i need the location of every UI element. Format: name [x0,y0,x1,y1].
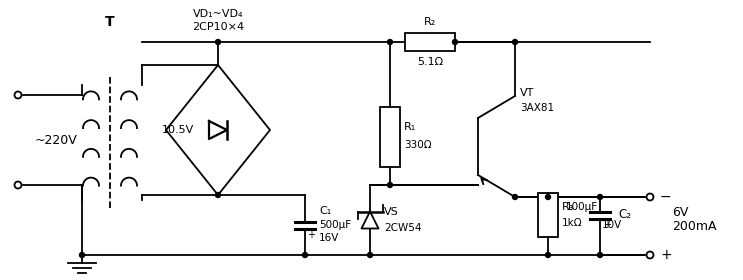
Circle shape [15,181,22,188]
Text: 6V: 6V [672,206,688,218]
Text: R₂: R₂ [424,17,436,27]
Circle shape [80,253,85,258]
Text: 500μF: 500μF [319,220,351,230]
Text: −: − [660,190,672,204]
Circle shape [646,193,654,200]
Text: ~220V: ~220V [35,134,78,146]
Circle shape [597,195,603,199]
Circle shape [388,183,392,188]
Circle shape [302,253,308,258]
Text: VD₁~VD₄: VD₁~VD₄ [192,9,243,19]
Text: 5.1Ω: 5.1Ω [417,57,443,67]
Text: 200mA: 200mA [672,221,716,234]
Text: 10.5V: 10.5V [162,125,194,135]
Text: 3AX81: 3AX81 [520,103,554,113]
Circle shape [388,39,392,45]
Circle shape [452,39,458,45]
Text: T: T [106,15,115,29]
Text: 100μF: 100μF [566,202,598,212]
Bar [538,193,558,237]
Text: VT: VT [520,88,534,98]
Bar [380,106,400,167]
Text: +: + [603,220,611,230]
Circle shape [513,195,518,199]
Circle shape [215,39,221,45]
Text: C₁: C₁ [319,206,331,216]
Text: 2CP10×4: 2CP10×4 [192,22,244,32]
Circle shape [368,253,372,258]
Text: VS: VS [384,207,399,217]
Text: 16V: 16V [319,233,340,243]
Circle shape [215,193,221,197]
Circle shape [545,195,551,199]
Text: 1kΩ: 1kΩ [562,218,583,228]
Text: +: + [307,230,315,241]
Text: +: + [660,248,672,262]
Circle shape [646,251,654,258]
Circle shape [513,39,518,45]
Text: R₁: R₁ [404,122,416,132]
Bar [405,33,455,51]
Text: 10V: 10V [602,220,622,230]
Circle shape [15,92,22,99]
Circle shape [545,253,551,258]
Circle shape [597,253,603,258]
Text: C₂: C₂ [618,209,631,221]
Text: 2CW54: 2CW54 [384,223,421,233]
Text: 330Ω: 330Ω [404,139,432,150]
Text: R₃: R₃ [562,202,574,212]
